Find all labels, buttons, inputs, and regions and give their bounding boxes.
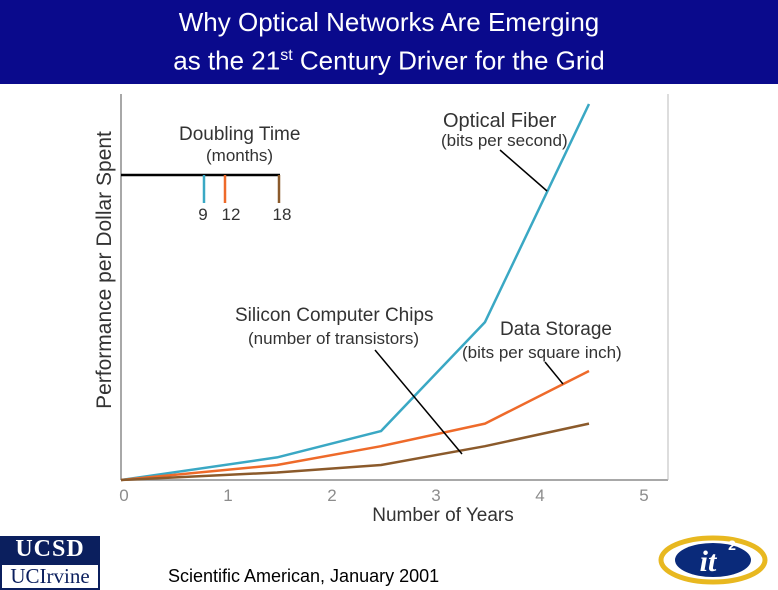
slide-title-line-2: as the 21st Century Driver for the Grid bbox=[0, 39, 778, 78]
silicon-chips-label: Silicon Computer Chips bbox=[235, 305, 434, 326]
x-tick-label-4: 4 bbox=[535, 486, 544, 505]
doubling-label-9: 9 bbox=[198, 205, 207, 224]
series-line-optical-fiber bbox=[120, 103, 591, 482]
citation: Scientific American, January 2001 bbox=[168, 566, 440, 586]
it2-logo-ring bbox=[658, 535, 768, 585]
chart: Performance per Dollar Spent Number of Y… bbox=[93, 94, 669, 526]
x-axis-label: Number of Years bbox=[372, 505, 514, 526]
data-storage-pointer bbox=[544, 361, 564, 385]
silicon-chips-pointer bbox=[374, 349, 463, 455]
it2-logo: it 2 bbox=[658, 535, 768, 585]
x-tick-label-5: 5 bbox=[639, 486, 648, 505]
ucsd-logo: UCSD bbox=[0, 536, 100, 563]
optical-fiber-label: Optical Fiber bbox=[443, 110, 557, 132]
title-superscript: st bbox=[280, 47, 293, 64]
x-tick-label-1: 1 bbox=[223, 486, 232, 505]
x-tick-label-0: 0 bbox=[119, 486, 128, 505]
doubling-time-title: Doubling Time bbox=[179, 124, 300, 145]
x-tick-label-3: 3 bbox=[431, 486, 440, 505]
data-storage-sublabel: (bits per square inch) bbox=[462, 343, 622, 362]
doubling-label-18: 18 bbox=[273, 205, 292, 224]
series-line-data-storage bbox=[120, 369, 590, 482]
optical-fiber-pointer bbox=[499, 149, 548, 192]
doubling-time-inset: Doubling Time (months) 9 12 18 bbox=[121, 124, 300, 224]
data-storage-label: Data Storage bbox=[500, 319, 612, 340]
doubling-time-subtitle: (months) bbox=[206, 146, 273, 165]
chart-frame bbox=[120, 94, 669, 481]
title-bar: Why Optical Networks Are Emerging as the… bbox=[0, 0, 778, 84]
y-axis-label: Performance per Dollar Spent bbox=[93, 131, 116, 409]
it2-logo-text: it bbox=[700, 545, 718, 578]
title-line-2-end: Century Driver for the Grid bbox=[292, 45, 605, 76]
it2-logo-badge bbox=[675, 543, 751, 577]
silicon-chips-sublabel: (number of transistors) bbox=[248, 329, 419, 348]
x-tick-labels: 0 1 2 3 4 5 bbox=[119, 486, 648, 505]
x-tick-label-2: 2 bbox=[327, 486, 336, 505]
slide-title-line-1: Why Optical Networks Are Emerging bbox=[178, 7, 600, 37]
title-line-2-start: as the 21 bbox=[173, 45, 281, 76]
optical-fiber-sublabel: (bits per second) bbox=[441, 131, 568, 150]
uci-logo: UCIrvine bbox=[0, 563, 100, 590]
series-line-silicon-computer-chips bbox=[120, 422, 590, 482]
doubling-label-12: 12 bbox=[222, 205, 241, 224]
it2-logo-superscript: 2 bbox=[728, 537, 736, 553]
series-annotations: Optical Fiber (bits per second) Silicon … bbox=[235, 110, 622, 455]
series-lines bbox=[120, 103, 591, 482]
